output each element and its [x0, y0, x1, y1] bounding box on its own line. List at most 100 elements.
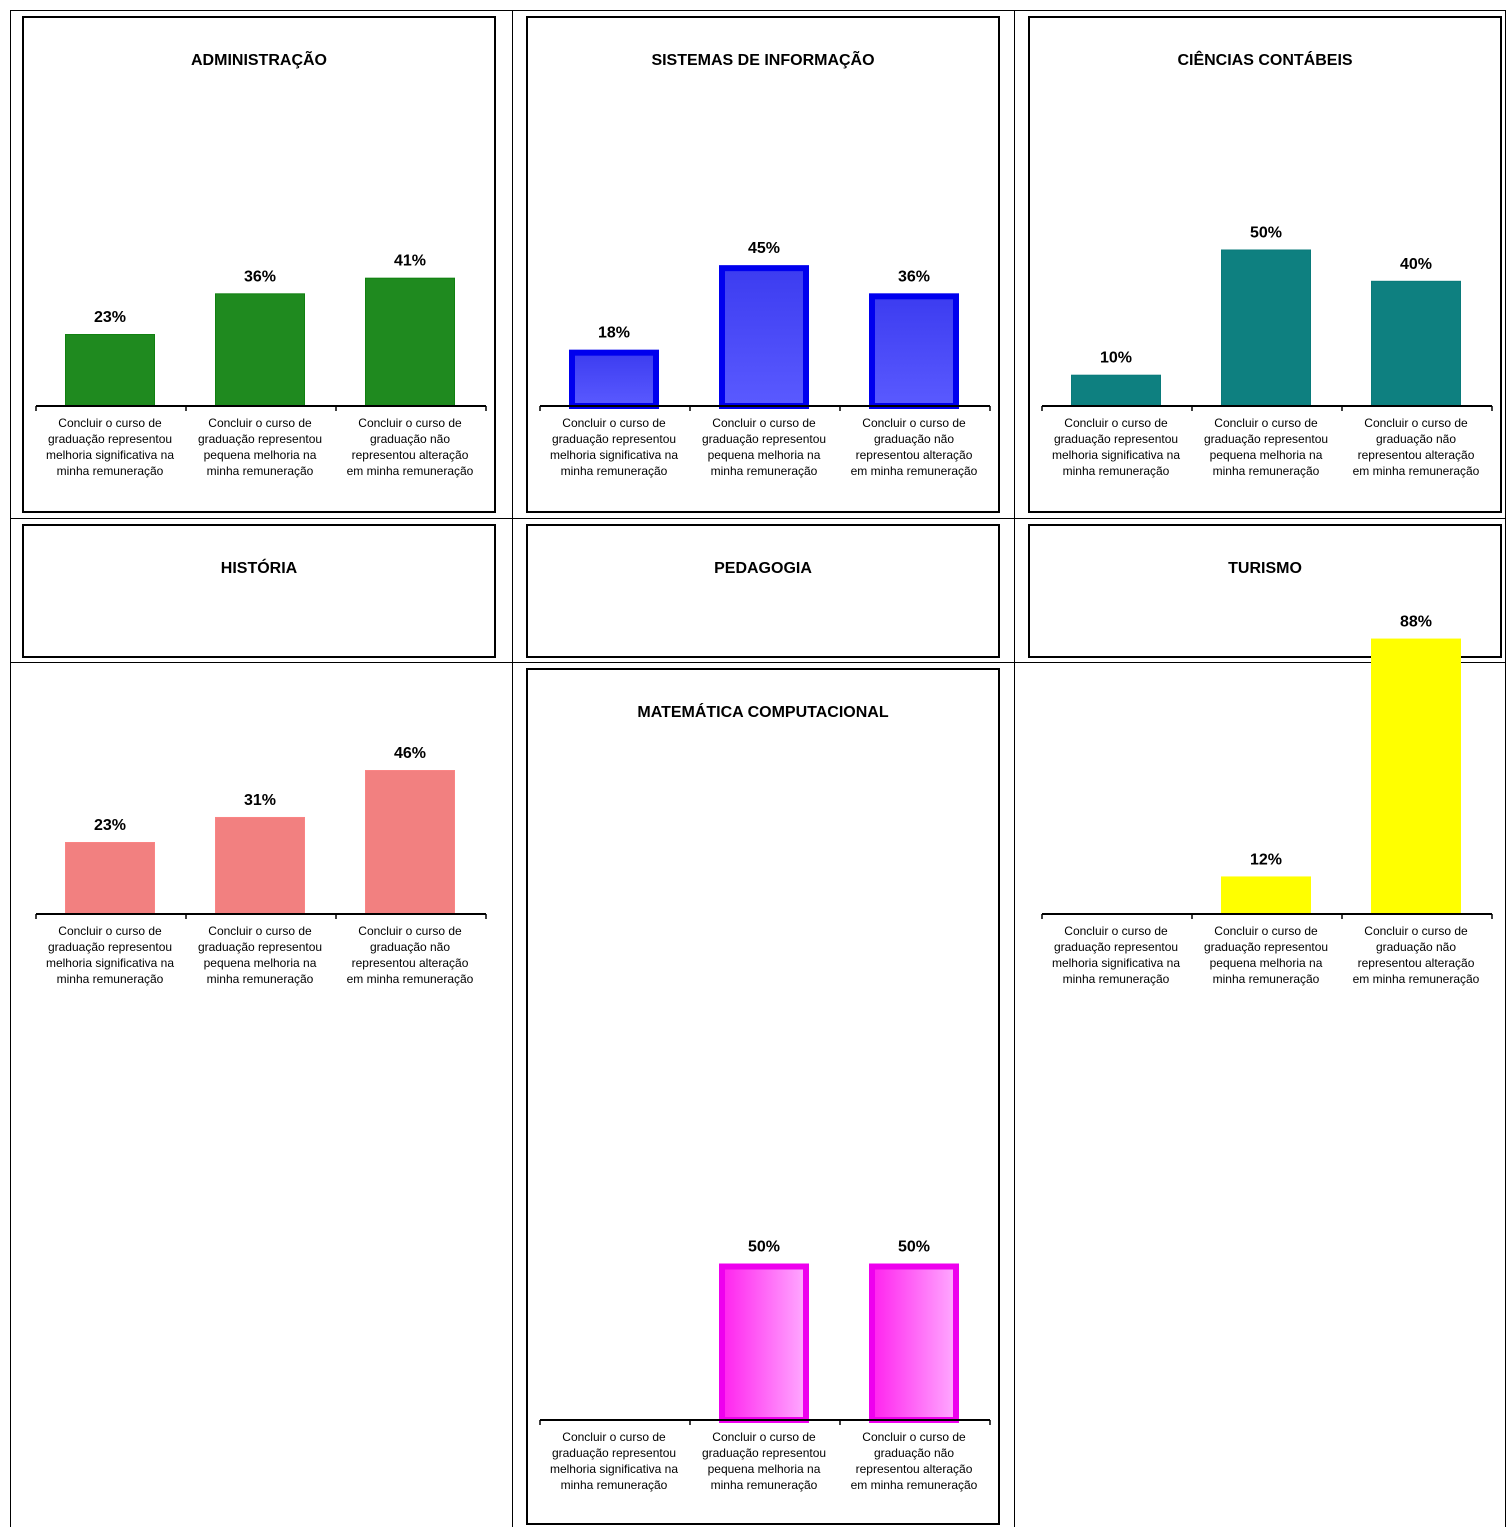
bar-chart-svg: 23% 36% 41% [35, 253, 487, 411]
bar [1371, 638, 1461, 915]
chart-panel: CIÊNCIAS CONTÁBEIS 10% 50% 40% Concluir o cu… [1028, 16, 1502, 513]
x-tick-label: Concluir o curso de graduação não represen… [335, 415, 485, 479]
x-tick-label-line: Concluir o curso de [1214, 416, 1318, 430]
data-label: 88% [1400, 614, 1432, 631]
x-tick-label: Concluir o curso de graduação não represen… [839, 415, 989, 479]
data-label: 12% [1250, 851, 1282, 868]
x-tick-label-line: graduação representou [197, 940, 323, 954]
x-tick-label-line: graduação representou [701, 432, 827, 446]
chart-title: TURISMO [1228, 560, 1302, 577]
x-tick-label-line: graduação não [369, 432, 451, 446]
x-tick-label-line: Concluir o curso de [712, 1430, 816, 1444]
x-tick-label-line: minha remuneração [710, 1478, 818, 1492]
x-tick-label: Concluir o curso de graduação representou… [185, 415, 335, 479]
bar [215, 293, 305, 407]
x-tick-label-line: melhoria significativa na [1051, 956, 1181, 970]
x-tick-label-line: representou alteração [1357, 448, 1475, 462]
x-tick-label: Concluir o curso de graduação representou… [35, 923, 185, 987]
bar [65, 334, 155, 407]
x-tick-label-line: pequena melhoria na [203, 448, 317, 462]
table-gridline [512, 10, 513, 1527]
x-tick-label: Concluir o curso de graduação representou… [1041, 415, 1191, 479]
table-gridline [1505, 10, 1506, 1527]
chart-title: ADMINISTRAÇÃO [191, 52, 327, 69]
x-tick-label-line: graduação não [1375, 940, 1457, 954]
data-label: 50% [748, 1239, 780, 1256]
data-label: 31% [244, 792, 276, 809]
x-tick-label-line: Concluir o curso de [562, 1430, 666, 1444]
table-gridline [10, 662, 1506, 663]
x-tick-label: Concluir o curso de graduação representou… [539, 1429, 689, 1493]
x-tick-label-line: representou alteração [351, 956, 469, 970]
chart-title: PEDAGOGIA [714, 560, 812, 577]
bar [869, 293, 959, 410]
x-tick-label-line: pequena melhoria na [707, 448, 821, 462]
data-label: 18% [598, 325, 630, 342]
x-tick-label-line: minha remuneração [710, 464, 818, 478]
x-tick-label: Concluir o curso de graduação não represen… [1341, 415, 1491, 479]
chart-panel: MATEMÁTICA COMPUTACIONAL 50% 50% Concluir o… [526, 668, 1000, 1525]
x-tick-label: Concluir o curso de graduação não represen… [335, 923, 485, 987]
x-tick-label: Concluir o curso de graduação representou… [1191, 923, 1341, 987]
x-tick-label-line: em minha remuneração [850, 1478, 978, 1492]
x-tick-label-line: melhoria significativa na [1051, 448, 1181, 462]
x-tick-label-line: graduação representou [1053, 940, 1179, 954]
bar-chart-svg: 23% 31% 46% [35, 745, 487, 919]
bar [569, 349, 659, 410]
x-tick-label-line: minha remuneração [560, 464, 668, 478]
x-tick-label-line: melhoria significativa na [549, 1462, 679, 1476]
x-tick-label-line: Concluir o curso de [1364, 924, 1468, 938]
bar [215, 816, 305, 915]
x-tick-label-line: minha remuneração [206, 464, 314, 478]
bar [365, 277, 455, 407]
bar [65, 842, 155, 915]
x-tick-label-line: graduação não [1375, 432, 1457, 446]
x-tick-label-line: minha remuneração [1062, 464, 1170, 478]
x-tick-label-line: graduação representou [1203, 940, 1329, 954]
x-tick-label-line: Concluir o curso de [862, 1430, 966, 1444]
chart-title: CIÊNCIAS CONTÁBEIS [1177, 52, 1353, 69]
x-tick-label-line: Concluir o curso de [1214, 924, 1318, 938]
x-tick-label: Concluir o curso de graduação representou… [1191, 415, 1341, 479]
x-tick-label-line: Concluir o curso de [1064, 924, 1168, 938]
x-tick-label-line: representou alteração [351, 448, 469, 462]
x-tick-label-line: Concluir o curso de [58, 416, 162, 430]
x-tick-label-line: graduação representou [47, 940, 173, 954]
x-tick-label-line: Concluir o curso de [208, 416, 312, 430]
x-tick-label: Concluir o curso de graduação representou… [689, 1429, 839, 1493]
table-gridline [1014, 10, 1015, 1527]
x-tick-label-line: em minha remuneração [1352, 972, 1480, 986]
x-tick-label: Concluir o curso de graduação representou… [689, 415, 839, 479]
x-tick-label-line: minha remuneração [1062, 972, 1170, 986]
data-label: 45% [748, 240, 780, 257]
x-tick-label-line: pequena melhoria na [1209, 448, 1323, 462]
table-gridline [10, 10, 1506, 11]
x-tick-label-line: graduação representou [701, 1446, 827, 1460]
data-label: 46% [394, 745, 426, 762]
x-tick-label: Concluir o curso de graduação representou… [35, 415, 185, 479]
x-tick-label-line: graduação representou [47, 432, 173, 446]
data-label: 10% [1100, 350, 1132, 367]
chart-panel: HISTÓRIA 23% 31% 46% Concluir o curso de grad… [22, 524, 496, 986]
x-tick-label-line: em minha remuneração [1352, 464, 1480, 478]
data-label: 50% [898, 1239, 930, 1256]
data-label: 50% [1250, 225, 1282, 242]
bar [365, 770, 455, 915]
x-tick-label: Concluir o curso de graduação representou… [539, 415, 689, 479]
x-tick-label-line: minha remuneração [1212, 464, 1320, 478]
chart-title: SISTEMAS DE INFORMAÇÃO [651, 52, 875, 69]
x-tick-label-line: minha remuneração [56, 972, 164, 986]
bar [1221, 249, 1311, 407]
x-tick-label-line: pequena melhoria na [707, 1462, 821, 1476]
data-label: 36% [898, 268, 930, 285]
bar-chart-svg: 18% 45% 36% [539, 240, 991, 411]
x-tick-label-line: em minha remuneração [346, 972, 474, 986]
x-tick-label-line: graduação representou [197, 432, 323, 446]
bar-chart-svg: 50% 50% [539, 1239, 991, 1425]
x-tick-label-line: graduação não [873, 432, 955, 446]
x-tick-label: Concluir o curso de graduação representou… [185, 923, 335, 987]
x-tick-label-line: Concluir o curso de [1364, 416, 1468, 430]
x-tick-label-line: Concluir o curso de [358, 416, 462, 430]
x-tick-label-line: graduação representou [551, 1446, 677, 1460]
chart-panel: ADMINISTRAÇÃO 23% 36% 41% Concluir o curso d… [22, 16, 496, 513]
